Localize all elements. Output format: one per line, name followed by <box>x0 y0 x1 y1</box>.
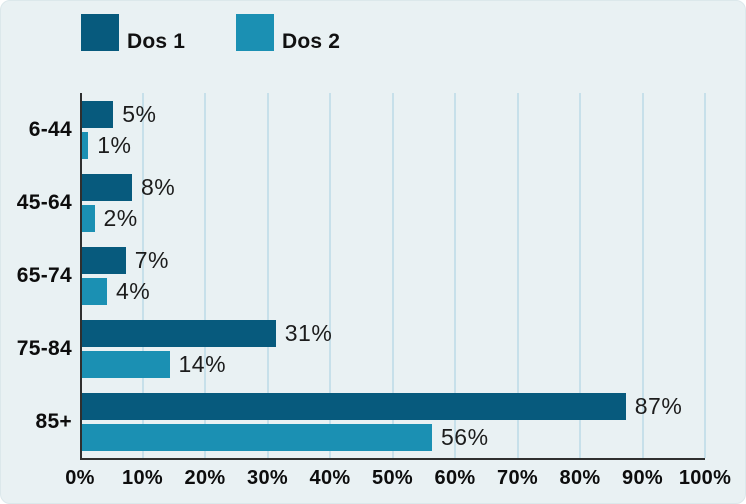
x-tick-label-100%: 100% <box>678 467 732 489</box>
bar-group-75-84: 31% 14% <box>82 312 705 385</box>
bar-dos-2-75-84 <box>82 350 170 378</box>
bar-value-label: 8% <box>141 173 176 200</box>
x-tick-label-0%: 0% <box>65 467 95 489</box>
bar-dos-1-85+ <box>82 392 626 420</box>
plot-area: 5% 1% 8% 2% 7% 4% 31% 14% 87% 56% <box>80 93 706 460</box>
bar-group-45-64: 8% 2% <box>82 166 705 239</box>
gridline-80% <box>579 93 581 458</box>
bar-value-label: 31% <box>284 319 333 346</box>
x-tick-label-60%: 60% <box>434 467 476 489</box>
gridline-90% <box>641 93 644 458</box>
category-label-6-44: 6-44 <box>28 117 72 141</box>
gridline-30% <box>266 93 269 458</box>
bar-line: 2% <box>82 204 705 232</box>
x-tick-label-20%: 20% <box>184 467 226 489</box>
legend-item-dos-1: Dos 1 <box>81 14 186 53</box>
gridline-100% <box>704 93 706 458</box>
bar-value-label: 4% <box>116 277 151 304</box>
bar-dos-1-45-64 <box>82 173 132 201</box>
bar-line: 56% <box>82 423 705 451</box>
bar-line: 4% <box>82 277 705 305</box>
y-axis-line <box>80 93 82 458</box>
bar-line: 5% <box>82 100 705 128</box>
bar-dos-1-75-84 <box>82 319 276 347</box>
bar-line: 8% <box>82 173 705 201</box>
bar-line: 87% <box>82 392 705 420</box>
gridline-20% <box>204 93 206 458</box>
bar-dos-2-6-44 <box>82 131 89 159</box>
bar-line: 1% <box>82 131 705 159</box>
legend-item-dos-2: Dos 2 <box>236 14 341 53</box>
x-tick-label-90%: 90% <box>622 467 663 489</box>
gridline-60% <box>454 93 456 458</box>
bar-dos-2-45-64 <box>82 204 95 232</box>
x-tick-label-50%: 50% <box>372 467 413 489</box>
x-tick-label-30%: 30% <box>247 467 288 489</box>
bar-value-label: 1% <box>97 131 132 158</box>
gridline-40% <box>329 93 331 458</box>
bar-line: 7% <box>82 246 705 274</box>
category-label-65-74: 65-74 <box>16 263 72 287</box>
bar-value-label: 56% <box>441 423 489 450</box>
category-label-75-84: 75-84 <box>16 336 72 360</box>
legend: Dos 1 Dos 2 <box>1 1 745 65</box>
category-label-45-64: 45-64 <box>16 190 72 214</box>
bar-line: 14% <box>82 350 705 378</box>
bar-dos-1-6-44 <box>82 100 114 128</box>
bar-value-label: 14% <box>178 350 227 377</box>
x-tick-label-70%: 70% <box>497 467 538 489</box>
category-label-85+: 85+ <box>35 409 72 433</box>
gridline-10% <box>141 93 144 458</box>
bar-value-label: 7% <box>134 246 169 273</box>
bar-dos-1-65-74 <box>82 246 126 274</box>
legend-swatch-dos-1 <box>81 14 119 51</box>
gridline-70% <box>516 93 519 458</box>
x-tick-label-80%: 80% <box>559 467 601 489</box>
legend-label: Dos 2 <box>282 30 341 53</box>
bar-value-label: 5% <box>122 100 157 127</box>
bar-value-label: 2% <box>103 204 138 231</box>
legend-swatch-dos-2 <box>236 14 274 51</box>
bar-group-6-44: 5% 1% <box>82 93 705 166</box>
bar-group-65-74: 7% 4% <box>82 239 705 312</box>
bar-value-label: 87% <box>634 392 683 419</box>
gridline-50% <box>391 93 394 458</box>
bar-dos-2-85+ <box>82 423 432 451</box>
x-axis-line <box>80 458 705 460</box>
x-tick-label-40%: 40% <box>309 467 351 489</box>
bar-dos-2-65-74 <box>82 277 107 305</box>
x-tick-label-10%: 10% <box>122 467 163 489</box>
legend-label: Dos 1 <box>127 30 186 53</box>
bar-line: 31% <box>82 319 705 347</box>
bar-group-85+: 87% 56% <box>82 385 705 458</box>
